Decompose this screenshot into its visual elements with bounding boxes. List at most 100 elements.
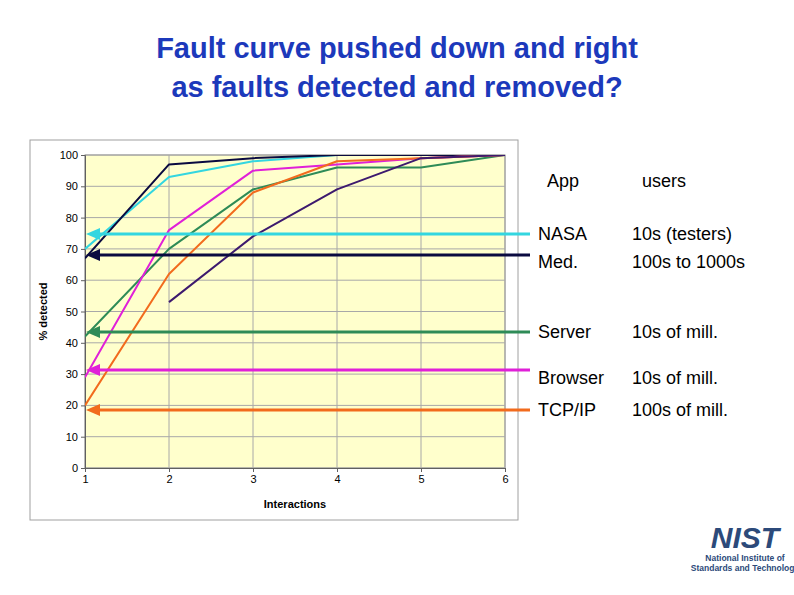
tick-label: 20 xyxy=(66,399,78,411)
tick: 4 xyxy=(334,468,340,485)
legend-arrow xyxy=(96,409,530,412)
tick: 90 xyxy=(66,180,85,192)
tick-label: 70 xyxy=(66,243,78,255)
title: Fault curve pushed down and right as faul… xyxy=(156,32,638,103)
legend-arrow xyxy=(96,254,530,257)
grid-line-y xyxy=(85,342,505,343)
series-line xyxy=(169,155,505,302)
grid-line-x xyxy=(337,155,338,468)
grid-line-y xyxy=(85,248,505,249)
tick-label: 80 xyxy=(66,212,78,224)
series-lines xyxy=(85,155,505,405)
legend-label: Server xyxy=(538,322,591,342)
tick-label: 0 xyxy=(72,462,78,474)
grid-line-y xyxy=(85,405,505,406)
tick-label: 90 xyxy=(66,180,78,192)
plot-area xyxy=(85,155,505,468)
legend-arrow xyxy=(96,369,530,372)
tick-label: 3 xyxy=(250,473,256,485)
tick-mark xyxy=(337,468,338,472)
series-line xyxy=(85,155,505,405)
tick-mark xyxy=(421,468,422,472)
grid-line-y xyxy=(85,280,505,281)
tick: 3 xyxy=(250,468,256,485)
logo-text: Standards and Technology xyxy=(691,563,794,573)
tick: 60 xyxy=(66,274,85,286)
tick: 20 xyxy=(66,399,85,411)
tick-mark xyxy=(85,468,86,472)
series-line xyxy=(85,155,505,258)
x-axis: 1 2 3 4 5 6 xyxy=(82,468,508,485)
legend-arrowhead xyxy=(86,364,100,376)
tick: 6 xyxy=(502,468,508,485)
series-line xyxy=(85,155,505,337)
tick: 80 xyxy=(66,212,85,224)
tick-label: 5 xyxy=(418,473,424,485)
tick: 10 xyxy=(66,431,85,443)
tick-mark xyxy=(81,468,85,469)
axis-line xyxy=(81,156,86,469)
legend-arrowhead xyxy=(86,249,100,261)
grid-line-x xyxy=(421,155,422,468)
grid-line-x xyxy=(169,155,170,468)
title-line: Fault curve pushed down and right xyxy=(156,32,638,64)
legend-header: users xyxy=(642,171,686,191)
chart-frame xyxy=(30,140,518,520)
legend-header: App xyxy=(547,171,579,191)
grid-line-x xyxy=(505,155,506,468)
grid-line-y xyxy=(85,311,505,312)
legend-label: Browser xyxy=(538,368,604,388)
tick-label: 50 xyxy=(66,306,78,318)
tick-label: 40 xyxy=(66,337,78,349)
tick-label: 100 xyxy=(60,149,78,161)
y-axis: 0 10 20 30 40 50 60 70 80 90 100 xyxy=(60,149,86,474)
legend-users: 10s of mill. xyxy=(632,368,718,388)
legend-users: 100s of mill. xyxy=(632,400,728,420)
legend-arrow xyxy=(96,233,530,236)
tick-label: 2 xyxy=(166,473,172,485)
legend-users: 10s (testers) xyxy=(632,224,732,244)
grid xyxy=(85,155,505,468)
title-line: as faults detected and removed? xyxy=(171,71,622,103)
tick: 50 xyxy=(66,306,85,318)
tick-mark xyxy=(81,343,85,344)
tick: 30 xyxy=(66,368,85,380)
tick-mark xyxy=(81,186,85,187)
logo-text: National Institute of xyxy=(705,553,785,563)
y-axis-title: % detected xyxy=(37,282,49,340)
legend-users: 100s to 1000s xyxy=(632,252,745,272)
tick-mark xyxy=(81,405,85,406)
tick-mark xyxy=(81,280,85,281)
tick-label: 4 xyxy=(334,473,340,485)
slide: Fault curve pushed down and right as faul… xyxy=(0,0,794,595)
tick: 1 xyxy=(82,468,88,485)
tick-label: 10 xyxy=(66,431,78,443)
grid-line-y xyxy=(85,374,505,375)
tick-mark xyxy=(81,437,85,438)
legend-label: Med. xyxy=(538,252,578,272)
tick: 70 xyxy=(66,243,85,255)
tick-mark xyxy=(81,218,85,219)
tick-label: 30 xyxy=(66,368,78,380)
tick: 40 xyxy=(66,337,85,349)
tick-label: 6 xyxy=(502,473,508,485)
grid-line-y xyxy=(85,217,505,218)
tick-mark xyxy=(169,468,170,472)
legend-users: 10s of mill. xyxy=(632,322,718,342)
tick-mark xyxy=(253,468,254,472)
legend: AppusersNASA10s (testers)Med.100s to 100… xyxy=(86,171,745,420)
tick-mark xyxy=(505,468,506,472)
grid-line-x xyxy=(253,155,254,468)
tick-label: 1 xyxy=(82,473,88,485)
tick: 2 xyxy=(166,468,172,485)
tick-mark xyxy=(81,249,85,250)
grid-line-y xyxy=(85,436,505,437)
tick-mark xyxy=(81,374,85,375)
legend-arrowhead xyxy=(86,228,100,240)
tick: 100 xyxy=(60,149,85,161)
tick-mark xyxy=(81,155,85,156)
logo: NISTNational Institute ofStandards and T… xyxy=(691,521,794,573)
legend-arrowhead xyxy=(86,326,100,338)
legend-label: TCP/IP xyxy=(538,400,596,420)
axis-line xyxy=(86,469,506,473)
